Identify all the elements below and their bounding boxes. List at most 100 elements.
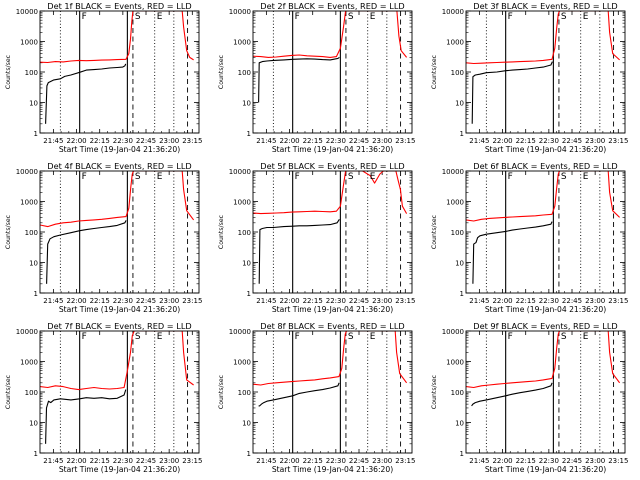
x-tick-label: 22:45 [562,457,582,465]
x-tick-label: 23:00 [159,297,179,305]
x-axis-label: Start Time (19-Jan-04 21:36:20) [485,145,606,154]
marker-letter-e: E [583,332,589,342]
marker-letter-f: F [295,172,300,182]
x-tick-label: 22:45 [136,137,156,145]
x-axis-label: Start Time (19-Jan-04 21:36:20) [59,305,180,314]
marker-letter-s: S [561,332,567,342]
x-tick-label: 22:00 [279,297,299,305]
marker-letter-e: E [157,332,163,342]
x-tick-label: 23:00 [585,457,605,465]
y-tick-label: 10000 [229,168,251,176]
x-tick-label: 22:45 [349,297,369,305]
panel-4: Det 4f BLACK = Events, RED = LLD Counts/s… [5,161,202,314]
y-tick-label: 10 [29,260,38,268]
panel-title: Det 2f BLACK = Events, RED = LLD [260,1,404,11]
y-tick-label: 1000 [446,199,464,207]
y-tick-label: 100 [238,69,251,77]
x-axis-label: Start Time (19-Jan-04 21:36:20) [485,305,606,314]
marker-letter-s: S [348,172,354,182]
y-tick-label: 10 [242,420,251,428]
series-lld-line [466,11,620,65]
y-tick-label: 1 [247,290,251,298]
panel-title: Det 1f BLACK = Events, RED = LLD [47,1,191,11]
x-tick-label: 23:00 [372,137,392,145]
marker-letter-s: S [348,12,354,22]
y-axis-label: Counts/sec [5,54,12,89]
y-tick-label: 10 [29,100,38,108]
panel-5: Det 5f BLACK = Events, RED = LLD Counts/s… [218,161,415,314]
x-tick-label: 22:15 [90,137,110,145]
x-tick-label: 22:00 [492,297,512,305]
y-axis-label: Counts/sec [218,214,225,249]
x-tick-label: 22:00 [66,137,86,145]
marker-letter-e: E [370,12,376,22]
series-lld-line [466,171,620,222]
x-tick-label: 22:30 [539,457,559,465]
marker-letter-e: E [583,172,589,182]
series-lld-line [253,11,408,58]
series-lld-line [40,331,194,391]
x-tick-label: 23:15 [395,457,415,465]
x-tick-label: 22:30 [326,297,346,305]
marker-letter-f: F [82,172,87,182]
plot-frame [39,170,200,294]
x-tick-label: 22:30 [539,297,559,305]
plot-frame [252,10,413,134]
y-tick-label: 1 [460,450,464,458]
x-axis-label: Start Time (19-Jan-04 21:36:20) [272,305,393,314]
y-tick-label: 1 [34,130,38,138]
y-tick-label: 10 [242,100,251,108]
x-tick-label: 22:45 [349,137,369,145]
y-tick-label: 10000 [16,168,38,176]
plot-frame [39,10,200,134]
marker-letter-f: F [508,332,513,342]
y-tick-label: 1000 [20,359,38,367]
y-tick-label: 1000 [233,199,251,207]
y-tick-label: 1000 [20,199,38,207]
marker-letter-e: E [157,12,163,22]
y-tick-label: 10000 [442,328,464,336]
marker-letter-s: S [348,332,354,342]
x-tick-label: 22:15 [303,137,323,145]
x-tick-label: 23:00 [585,297,605,305]
x-tick-label: 22:00 [492,137,512,145]
x-tick-label: 22:15 [516,457,536,465]
y-axis-label: Counts/sec [218,374,225,409]
x-tick-label: 23:00 [372,457,392,465]
y-tick-label: 100 [238,229,251,237]
y-tick-label: 1000 [233,39,251,47]
series-lld-line [466,331,621,389]
panel-9: Det 9f BLACK = Events, RED = LLD Counts/s… [431,321,628,474]
x-tick-label: 21:45 [256,137,276,145]
x-tick-label: 22:30 [113,297,133,305]
x-tick-label: 23:15 [608,137,628,145]
x-tick-label: 21:45 [256,297,276,305]
x-tick-label: 22:45 [562,297,582,305]
x-tick-label: 23:00 [159,457,179,465]
y-tick-label: 1 [34,450,38,458]
x-axis-label: Start Time (19-Jan-04 21:36:20) [59,465,180,474]
y-tick-label: 1 [34,290,38,298]
x-tick-label: 21:45 [469,457,489,465]
x-axis-label: Start Time (19-Jan-04 21:36:20) [59,145,180,154]
y-tick-label: 1000 [446,359,464,367]
x-tick-label: 21:45 [469,297,489,305]
panel-title: Det 3f BLACK = Events, RED = LLD [473,1,617,11]
marker-letter-s: S [561,12,567,22]
x-tick-label: 23:15 [182,137,202,145]
y-tick-label: 100 [25,229,38,237]
x-tick-label: 22:30 [326,457,346,465]
y-tick-label: 10000 [16,328,38,336]
y-tick-label: 10 [455,420,464,428]
plot-frame [465,10,626,134]
x-axis-label: Start Time (19-Jan-04 21:36:20) [485,465,606,474]
marker-letter-f: F [508,12,513,22]
series-lld-line [253,331,408,386]
marker-letter-f: F [295,332,300,342]
series-events-line [45,389,127,444]
x-tick-label: 22:00 [66,297,86,305]
x-tick-label: 22:30 [113,137,133,145]
x-tick-label: 22:45 [136,297,156,305]
x-tick-label: 21:45 [469,137,489,145]
x-tick-label: 22:15 [303,457,323,465]
